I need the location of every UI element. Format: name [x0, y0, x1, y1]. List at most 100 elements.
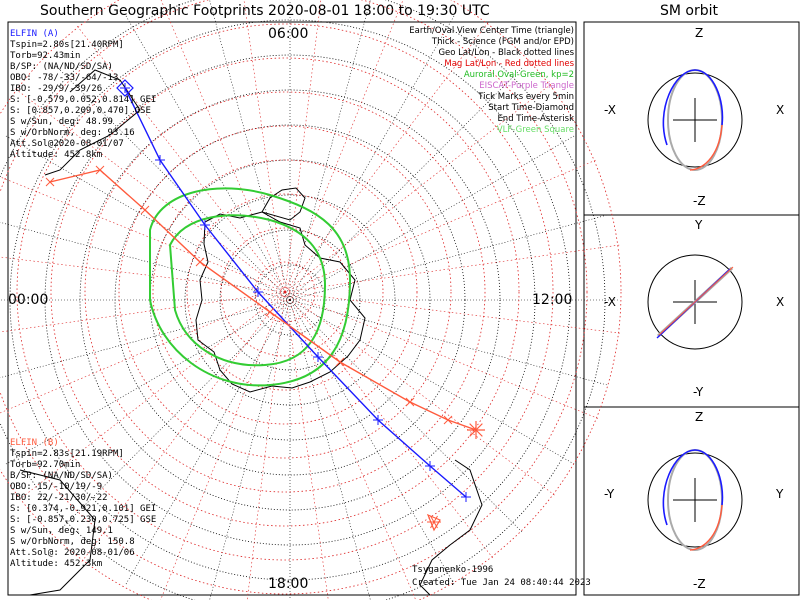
elfin-a-line: Att.Sol@2020-08-01/07	[10, 139, 124, 149]
legend-item: VLF-Green Square	[496, 125, 574, 135]
panel1-bottom-label: -Z	[693, 194, 706, 208]
geo-longitude-line	[289, 299, 609, 386]
elfin-a-line: S: [-0.579,0.052,0.814] GEI	[10, 95, 157, 105]
mag-latitude-circle	[50, 57, 520, 527]
coastlines	[19, 69, 483, 596]
auroral-oval-outer	[149, 187, 352, 387]
panel2-bottom-label: -Y	[693, 385, 704, 399]
mag-longitude-line	[0, 291, 286, 333]
mag-longitude-line	[160, 0, 286, 293]
earth-circle	[647, 72, 743, 168]
panel3-top-label: Z	[695, 410, 704, 424]
geo-longitude-line	[0, 299, 291, 379]
elfin-a-header: ELFIN (A)	[10, 29, 59, 39]
mag-longitude-line	[284, 244, 622, 293]
elfin-a-track	[124, 87, 467, 498]
mag-longitude-line	[284, 291, 557, 497]
mag-longitude-line	[284, 20, 490, 293]
mag-longitude-line	[160, 291, 286, 600]
orbit-panel-title: SM orbit	[660, 3, 719, 19]
created-timestamp: Created: Tue Jan 24 08:40:44 2023	[412, 578, 591, 588]
mag-longitude-line	[246, 291, 286, 600]
elfin-b-end-asterisk	[469, 423, 483, 437]
elfin-b-line: S: [0.374,-0.921,0.101] GEI	[10, 504, 157, 514]
mag-latitude-circle	[152, 159, 418, 425]
geo-longitude-line	[56, 66, 291, 301]
elfin-a-line: IBO: -29/9/-39/26	[10, 84, 103, 94]
elfin-b-tick	[405, 397, 415, 407]
mag-longitude-line	[284, 291, 329, 600]
mag-longitude-line	[13, 87, 286, 293]
auroral-oval-inner	[168, 214, 327, 367]
elfin-a-line: Torb=92.43min	[10, 51, 81, 61]
legend-item: End Time-Asterisk	[497, 114, 574, 124]
elfin-b-tick	[140, 205, 150, 215]
mag-longitude-line	[284, 291, 623, 334]
elfin-b-line: Torb=92.70min	[10, 460, 81, 470]
panel1-top-label: Z	[695, 26, 704, 40]
page-title: Southern Geographic Footprints 2020-08-0…	[40, 3, 490, 19]
geo-latitude-circle	[44, 54, 536, 546]
geo-longitude-line	[124, 14, 291, 301]
elfin-b-line: Att.Sol@: 2020-08-01/06	[10, 548, 135, 558]
geo-longitude-line	[209, 299, 291, 600]
mag-longitude-line	[75, 23, 286, 293]
elfin-b-tick	[45, 177, 55, 187]
orbit-elfin-b	[689, 504, 723, 551]
elfin-a-start-diamond	[116, 79, 134, 97]
hour-right: 12:00	[532, 292, 573, 308]
mag-latitude-circle	[16, 23, 554, 561]
mag-longitude-line	[284, 0, 404, 293]
panel2-left-label: -X	[604, 295, 616, 309]
elfin-a-line: S: [0.857,0.209,0.470] GSE	[10, 106, 151, 116]
panel2-top-label: Y	[695, 218, 703, 232]
legend-item: Earth/Oval View Center Time (triangle)	[409, 26, 574, 36]
elfin-b-header: ELFIN (B)	[10, 438, 59, 448]
elfin-a-line: S w/OrbNorm, deg: 93.16	[10, 128, 135, 138]
panel1-right-label: X	[776, 103, 785, 117]
orbit-elfin-a	[662, 69, 724, 146]
mag-longitude-line	[284, 82, 554, 293]
mag-longitude-line	[0, 176, 286, 293]
mag-latitude-circle	[254, 261, 316, 323]
geo-longitude-line	[289, 134, 576, 301]
legend-item: Thick - Science (FGM and/or EPD)	[431, 37, 574, 47]
mag-latitude-circle	[118, 125, 452, 459]
elfin-b-line: OBO: 15/-10/19/-9	[10, 482, 103, 492]
geo-longitude-line	[0, 221, 291, 301]
geo-longitude-line	[289, 299, 524, 534]
orbit-panels-frame	[583, 21, 800, 596]
elfin-b-tick	[335, 357, 345, 367]
mag-longitude-line	[243, 0, 286, 293]
geo-grid	[0, 0, 620, 600]
africa-coastline	[19, 469, 96, 596]
mag-longitude-line	[80, 291, 286, 564]
hour-bottom: 18:00	[268, 576, 309, 592]
elfin-b-line: S w/OrbNorm, deg: 150.8	[10, 537, 135, 547]
geo-longitude-line	[289, 0, 371, 301]
elfin-a-line: B/SP: (NA/ND/SD/SA)	[10, 62, 113, 72]
auroral-oval	[149, 187, 352, 387]
mag-longitude-line	[284, 291, 601, 420]
geo-longitude-line	[209, 0, 291, 301]
elfin-a-line: S w/Sun, deg: 48.99	[10, 117, 113, 127]
geo-longitude-line	[289, 66, 524, 301]
orbit-elfin-b	[689, 124, 723, 171]
geo-longitude-line	[289, 299, 456, 586]
map-frame	[7, 21, 577, 596]
legend-item: Geo Lat/Lon - Black dotted lines	[438, 48, 574, 58]
panel3-bottom-label: -Z	[693, 577, 706, 591]
panel2-right-label: X	[776, 295, 785, 309]
elfin-b-line: Altitude: 452.3km	[10, 559, 103, 569]
elfin-a-line: Altitude: 452.8km	[10, 150, 103, 160]
geo-longitude-line	[289, 214, 609, 301]
legend-item: Mag Lat/Lon - Red dotted lines	[444, 59, 574, 69]
antarctica-coastline	[195, 211, 366, 393]
mag-grid	[0, 0, 623, 600]
panel3-left-label: -Y	[604, 487, 615, 501]
mag-latitude-circle	[84, 91, 486, 493]
legend: Earth/Oval View Center Time (triangle) T…	[409, 26, 574, 136]
geo-longitude-line	[56, 299, 291, 534]
mag-longitude-line	[284, 0, 322, 293]
